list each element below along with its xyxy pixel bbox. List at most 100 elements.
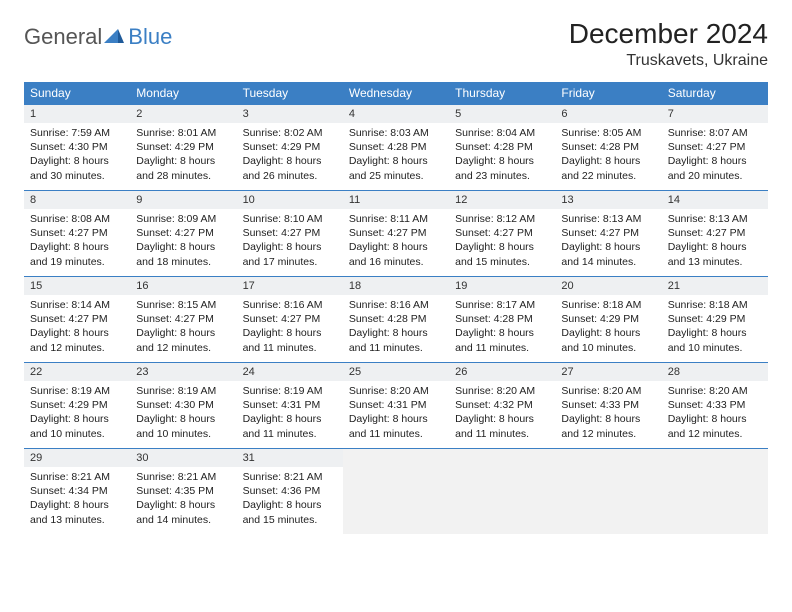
sunrise-line: Sunrise: 8:15 AM [136, 298, 230, 312]
day-header: Wednesday [343, 82, 449, 104]
sunset-line: Sunset: 4:31 PM [243, 398, 337, 412]
sunset-line: Sunset: 4:34 PM [30, 484, 124, 498]
calendar-cell: 22Sunrise: 8:19 AMSunset: 4:29 PMDayligh… [24, 362, 130, 448]
sunrise-line: Sunrise: 8:13 AM [561, 212, 655, 226]
day-details: Sunrise: 8:10 AMSunset: 4:27 PMDaylight:… [237, 209, 343, 275]
daylight-line: Daylight: 8 hours and 19 minutes. [30, 240, 124, 268]
calendar-cell: 20Sunrise: 8:18 AMSunset: 4:29 PMDayligh… [555, 276, 661, 362]
day-details: Sunrise: 8:05 AMSunset: 4:28 PMDaylight:… [555, 123, 661, 189]
calendar-cell-empty [662, 448, 768, 534]
day-details: Sunrise: 8:20 AMSunset: 4:31 PMDaylight:… [343, 381, 449, 447]
day-details: Sunrise: 7:59 AMSunset: 4:30 PMDaylight:… [24, 123, 130, 189]
sunset-line: Sunset: 4:29 PM [243, 140, 337, 154]
daylight-line: Daylight: 8 hours and 12 minutes. [30, 326, 124, 354]
sunset-line: Sunset: 4:27 PM [668, 140, 762, 154]
daylight-line: Daylight: 8 hours and 15 minutes. [455, 240, 549, 268]
daylight-line: Daylight: 8 hours and 14 minutes. [136, 498, 230, 526]
day-number: 10 [237, 191, 343, 209]
brand-logo: General Blue [24, 24, 172, 50]
day-details: Sunrise: 8:03 AMSunset: 4:28 PMDaylight:… [343, 123, 449, 189]
sunrise-line: Sunrise: 8:03 AM [349, 126, 443, 140]
brand-blue: Blue [128, 24, 172, 49]
daylight-line: Daylight: 8 hours and 11 minutes. [455, 326, 549, 354]
sunrise-line: Sunrise: 8:12 AM [455, 212, 549, 226]
calendar-cell: 14Sunrise: 8:13 AMSunset: 4:27 PMDayligh… [662, 190, 768, 276]
day-number: 6 [555, 105, 661, 123]
day-number: 12 [449, 191, 555, 209]
sunrise-line: Sunrise: 8:01 AM [136, 126, 230, 140]
calendar-cell: 25Sunrise: 8:20 AMSunset: 4:31 PMDayligh… [343, 362, 449, 448]
day-details: Sunrise: 8:20 AMSunset: 4:33 PMDaylight:… [555, 381, 661, 447]
calendar-cell: 21Sunrise: 8:18 AMSunset: 4:29 PMDayligh… [662, 276, 768, 362]
calendar-cell: 1Sunrise: 7:59 AMSunset: 4:30 PMDaylight… [24, 104, 130, 190]
day-details: Sunrise: 8:01 AMSunset: 4:29 PMDaylight:… [130, 123, 236, 189]
day-details: Sunrise: 8:11 AMSunset: 4:27 PMDaylight:… [343, 209, 449, 275]
day-details: Sunrise: 8:20 AMSunset: 4:33 PMDaylight:… [662, 381, 768, 447]
sunrise-line: Sunrise: 8:19 AM [243, 384, 337, 398]
day-header: Saturday [662, 82, 768, 104]
daylight-line: Daylight: 8 hours and 23 minutes. [455, 154, 549, 182]
daylight-line: Daylight: 8 hours and 11 minutes. [349, 412, 443, 440]
daylight-line: Daylight: 8 hours and 22 minutes. [561, 154, 655, 182]
day-number: 29 [24, 449, 130, 467]
sunset-line: Sunset: 4:29 PM [30, 398, 124, 412]
calendar-grid: SundayMondayTuesdayWednesdayThursdayFrid… [24, 82, 768, 534]
calendar-cell: 4Sunrise: 8:03 AMSunset: 4:28 PMDaylight… [343, 104, 449, 190]
sunset-line: Sunset: 4:33 PM [561, 398, 655, 412]
daylight-line: Daylight: 8 hours and 13 minutes. [30, 498, 124, 526]
daylight-line: Daylight: 8 hours and 26 minutes. [243, 154, 337, 182]
day-number: 21 [662, 277, 768, 295]
day-details: Sunrise: 8:18 AMSunset: 4:29 PMDaylight:… [662, 295, 768, 361]
day-number: 11 [343, 191, 449, 209]
sunset-line: Sunset: 4:29 PM [668, 312, 762, 326]
calendar-cell: 28Sunrise: 8:20 AMSunset: 4:33 PMDayligh… [662, 362, 768, 448]
sunrise-line: Sunrise: 8:20 AM [561, 384, 655, 398]
day-number: 28 [662, 363, 768, 381]
day-number: 25 [343, 363, 449, 381]
day-details: Sunrise: 8:13 AMSunset: 4:27 PMDaylight:… [555, 209, 661, 275]
day-number: 7 [662, 105, 768, 123]
day-number: 4 [343, 105, 449, 123]
sunrise-line: Sunrise: 8:19 AM [30, 384, 124, 398]
calendar-cell: 7Sunrise: 8:07 AMSunset: 4:27 PMDaylight… [662, 104, 768, 190]
title-block: December 2024 Truskavets, Ukraine [569, 18, 768, 70]
sunset-line: Sunset: 4:29 PM [136, 140, 230, 154]
sunrise-line: Sunrise: 8:20 AM [455, 384, 549, 398]
day-number: 17 [237, 277, 343, 295]
day-details: Sunrise: 8:18 AMSunset: 4:29 PMDaylight:… [555, 295, 661, 361]
sunrise-line: Sunrise: 8:10 AM [243, 212, 337, 226]
daylight-line: Daylight: 8 hours and 11 minutes. [349, 326, 443, 354]
calendar-cell: 26Sunrise: 8:20 AMSunset: 4:32 PMDayligh… [449, 362, 555, 448]
location: Truskavets, Ukraine [569, 52, 768, 70]
day-number: 1 [24, 105, 130, 123]
day-header: Friday [555, 82, 661, 104]
day-details: Sunrise: 8:17 AMSunset: 4:28 PMDaylight:… [449, 295, 555, 361]
daylight-line: Daylight: 8 hours and 10 minutes. [30, 412, 124, 440]
daylight-line: Daylight: 8 hours and 20 minutes. [668, 154, 762, 182]
sunset-line: Sunset: 4:30 PM [30, 140, 124, 154]
day-details: Sunrise: 8:08 AMSunset: 4:27 PMDaylight:… [24, 209, 130, 275]
day-details: Sunrise: 8:16 AMSunset: 4:27 PMDaylight:… [237, 295, 343, 361]
sunset-line: Sunset: 4:30 PM [136, 398, 230, 412]
day-details: Sunrise: 8:16 AMSunset: 4:28 PMDaylight:… [343, 295, 449, 361]
calendar-cell: 3Sunrise: 8:02 AMSunset: 4:29 PMDaylight… [237, 104, 343, 190]
day-details: Sunrise: 8:21 AMSunset: 4:36 PMDaylight:… [237, 467, 343, 533]
day-number: 30 [130, 449, 236, 467]
day-details: Sunrise: 8:13 AMSunset: 4:27 PMDaylight:… [662, 209, 768, 275]
sunset-line: Sunset: 4:28 PM [561, 140, 655, 154]
daylight-line: Daylight: 8 hours and 12 minutes. [668, 412, 762, 440]
calendar-cell: 5Sunrise: 8:04 AMSunset: 4:28 PMDaylight… [449, 104, 555, 190]
calendar-cell: 11Sunrise: 8:11 AMSunset: 4:27 PMDayligh… [343, 190, 449, 276]
day-number: 3 [237, 105, 343, 123]
sunrise-line: Sunrise: 8:18 AM [561, 298, 655, 312]
calendar-cell: 31Sunrise: 8:21 AMSunset: 4:36 PMDayligh… [237, 448, 343, 534]
calendar-cell: 18Sunrise: 8:16 AMSunset: 4:28 PMDayligh… [343, 276, 449, 362]
day-details: Sunrise: 8:15 AMSunset: 4:27 PMDaylight:… [130, 295, 236, 361]
daylight-line: Daylight: 8 hours and 15 minutes. [243, 498, 337, 526]
sunset-line: Sunset: 4:27 PM [136, 312, 230, 326]
sunrise-line: Sunrise: 8:21 AM [136, 470, 230, 484]
daylight-line: Daylight: 8 hours and 12 minutes. [561, 412, 655, 440]
day-number: 31 [237, 449, 343, 467]
logo-triangle-icon [104, 27, 124, 48]
sunrise-line: Sunrise: 8:19 AM [136, 384, 230, 398]
